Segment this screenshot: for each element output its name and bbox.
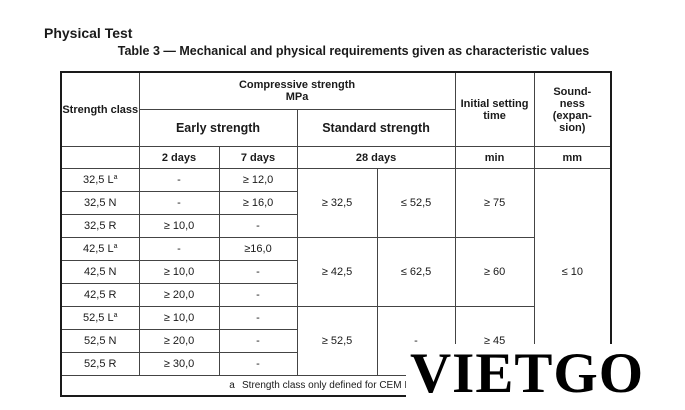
seven-day-cell: - [218, 214, 298, 238]
table-row: 32,5 N - ≥ 16,0 [60, 191, 611, 215]
vietgo-watermark-logo: VIETGO [406, 344, 649, 404]
strength-class-cell: 42,5 N [60, 260, 140, 284]
seven-day-cell: - [218, 352, 298, 376]
table-row: 42,5 La - ≥16,0 ≥ 42,5 ≤ 62,5 ≥ 60 [60, 237, 611, 307]
strength-class-cell: 32,5 N [60, 191, 140, 215]
strength-class-cell: 52,5 N [60, 329, 140, 353]
setting-time-cell: ≥ 60 [454, 237, 535, 307]
seven-day-cell: - [218, 306, 298, 330]
table-row: 32,5 La - ≥ 12,0 ≥ 32,5 ≤ 52,5 ≥ 75 ≤ 10 [60, 168, 612, 376]
seven-day-cell: ≥ 16,0 [218, 191, 298, 215]
standard-strength-header: Standard strength [296, 109, 456, 147]
strength-class-cell: 32,5 R [60, 214, 140, 238]
min-28-day-cell: ≥ 42,5 [296, 237, 378, 307]
footnote-text: Strength class only defined for CEM III … [242, 380, 456, 391]
section-heading: Physical Test [44, 25, 133, 41]
strength-class-cell: 42,5 La [60, 237, 140, 261]
initial-setting-time-header: Initial setting time [454, 71, 535, 147]
table-caption: Table 3 — Mechanical and physical requir… [117, 44, 590, 58]
soundness-header: Sound-ness (expan-sion) [533, 71, 612, 147]
two-day-cell: ≥ 30,0 [138, 352, 220, 376]
min-28-day-cell: ≥ 52,5 [296, 306, 378, 376]
table-row: 32,5 R ≥ 10,0 - [60, 214, 611, 238]
strength-class-header: Strength class [60, 71, 140, 147]
min-unit-header: min [454, 146, 535, 169]
two-day-cell: ≥ 20,0 [138, 329, 220, 353]
strength-class-cell: 42,5 R [60, 283, 140, 307]
max-28-day-cell: ≤ 62,5 [376, 237, 456, 307]
table-row: 52,5 N ≥ 20,0 - [60, 329, 611, 353]
two-days-header: 2 days [138, 146, 220, 169]
early-strength-header: Early strength [138, 109, 298, 147]
two-day-cell: ≥ 20,0 [138, 283, 220, 307]
seven-day-cell: ≥16,0 [218, 237, 298, 261]
two-day-cell: - [138, 191, 220, 215]
strength-class-cell: 52,5 La [60, 306, 140, 330]
two-day-cell: ≥ 10,0 [138, 306, 220, 330]
table-row: 52,5 R ≥ 30,0 - [60, 352, 611, 376]
mpa-unit: MPa [285, 91, 309, 103]
setting-time-cell: ≥ 75 [454, 168, 535, 238]
compressive-strength-header: Compressive strength MPa [138, 71, 456, 110]
seven-days-header: 7 days [218, 146, 298, 169]
seven-day-cell: - [218, 260, 298, 284]
seven-day-cell: ≥ 12,0 [218, 168, 298, 192]
strength-class-cell: 52,5 R [60, 352, 140, 376]
two-day-cell: - [138, 168, 220, 192]
mm-unit-header: mm [533, 146, 612, 169]
seven-day-cell: - [218, 329, 298, 353]
strength-class-cell: 32,5 La [60, 168, 140, 192]
table-row: 52,5 La ≥ 10,0 - ≥ 52,5 - ≥ 45 [60, 306, 611, 376]
soundness-cell: ≤ 10 [533, 168, 612, 376]
requirements-table: Strength class Compressive strength MPa … [60, 71, 613, 397]
blank-header-cell [60, 146, 140, 169]
min-28-day-cell: ≥ 32,5 [296, 168, 378, 238]
two-day-cell: ≥ 10,0 [138, 214, 220, 238]
two-day-cell: ≥ 10,0 [138, 260, 220, 284]
seven-day-cell: - [218, 283, 298, 307]
twenty-eight-days-header: 28 days [296, 146, 456, 169]
footnote-mark: a [229, 380, 235, 391]
two-day-cell: - [138, 237, 220, 261]
max-28-day-cell: ≤ 52,5 [376, 168, 456, 238]
